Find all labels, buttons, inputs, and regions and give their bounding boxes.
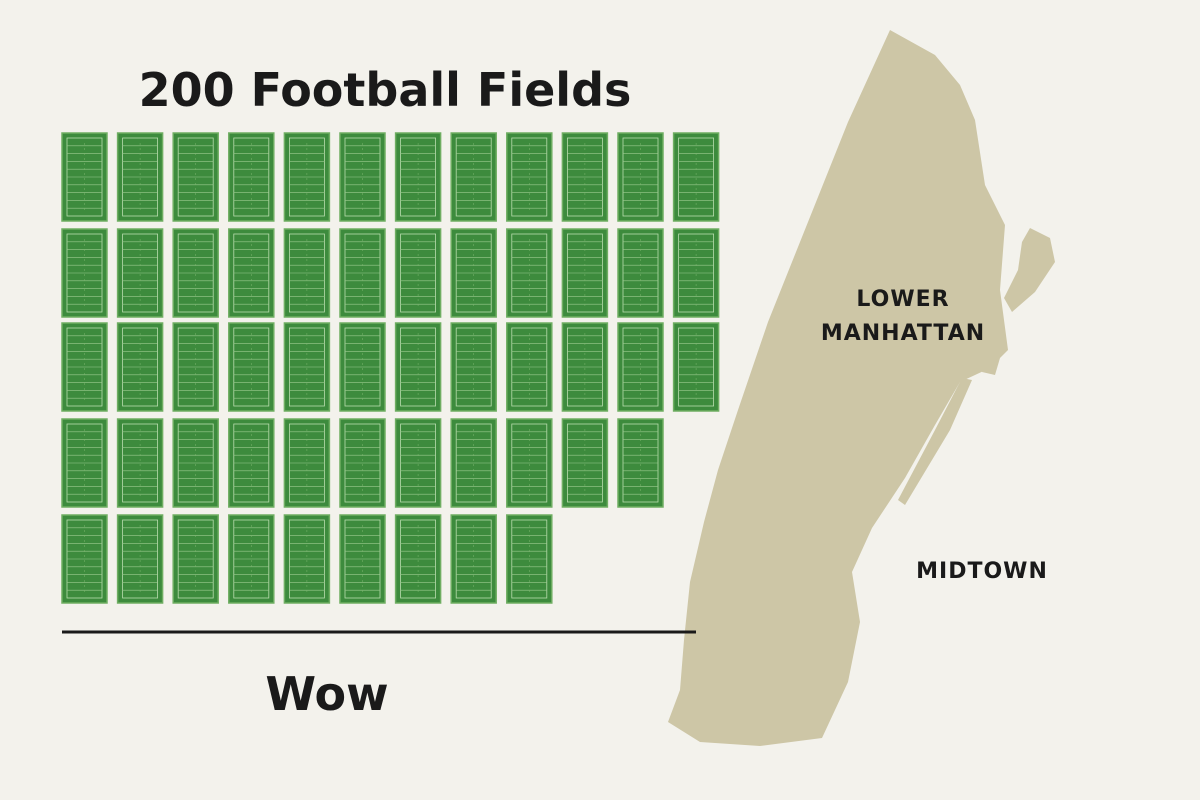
football-field xyxy=(394,132,442,222)
football-field xyxy=(394,322,442,412)
football-field xyxy=(561,132,609,222)
football-field xyxy=(61,514,108,604)
football-field xyxy=(450,418,497,508)
football-field xyxy=(450,322,497,412)
football-field xyxy=(617,132,664,222)
football-field xyxy=(172,322,219,412)
football-field xyxy=(61,228,108,318)
map-label: MIDTOWN xyxy=(916,559,1048,584)
map-label: LOWER xyxy=(856,287,949,312)
football-field xyxy=(339,418,386,508)
football-field xyxy=(228,322,275,412)
football-field xyxy=(228,132,275,222)
football-field xyxy=(172,132,219,222)
football-field xyxy=(506,418,553,508)
football-field xyxy=(450,514,497,604)
football-field xyxy=(506,322,553,412)
football-field xyxy=(116,514,164,604)
football-field xyxy=(61,418,108,508)
manhattan-island xyxy=(668,30,1008,746)
football-field xyxy=(172,228,219,318)
title: 200 Football Fields xyxy=(139,63,632,117)
football-field xyxy=(339,228,386,318)
caption: Wow xyxy=(265,667,388,721)
football-field xyxy=(228,228,275,318)
small-island xyxy=(898,378,972,505)
football-field xyxy=(561,322,609,412)
manhattan-map xyxy=(668,30,1055,746)
football-field xyxy=(617,322,664,412)
football-field xyxy=(283,132,331,222)
football-field xyxy=(617,418,664,508)
football-field xyxy=(506,132,553,222)
football-field xyxy=(283,322,331,412)
football-field xyxy=(339,322,386,412)
football-field xyxy=(672,322,720,412)
football-field xyxy=(339,514,386,604)
football-field-grid xyxy=(61,132,720,604)
football-field xyxy=(561,228,609,318)
football-field xyxy=(339,132,386,222)
football-field xyxy=(116,418,164,508)
football-field xyxy=(506,228,553,318)
football-field xyxy=(172,514,219,604)
football-field xyxy=(394,514,442,604)
football-field xyxy=(450,132,497,222)
football-field xyxy=(283,514,331,604)
map-labels: LOWER MANHATTAN MIDTOWN xyxy=(821,287,1048,584)
football-field xyxy=(61,322,108,412)
football-field xyxy=(116,228,164,318)
football-field xyxy=(561,418,609,508)
football-field xyxy=(672,228,720,318)
football-field xyxy=(506,514,553,604)
roosevelt-island xyxy=(1004,228,1055,312)
pier xyxy=(982,355,1000,375)
football-field xyxy=(172,418,219,508)
football-field xyxy=(394,418,442,508)
football-field xyxy=(228,418,275,508)
football-field xyxy=(450,228,497,318)
map-label: MANHATTAN xyxy=(821,321,985,346)
football-field xyxy=(672,132,720,222)
football-field xyxy=(617,228,664,318)
football-field xyxy=(394,228,442,318)
football-field xyxy=(116,322,164,412)
football-field xyxy=(61,132,108,222)
football-field xyxy=(283,228,331,318)
football-field xyxy=(283,418,331,508)
football-field xyxy=(116,132,164,222)
football-field xyxy=(228,514,275,604)
